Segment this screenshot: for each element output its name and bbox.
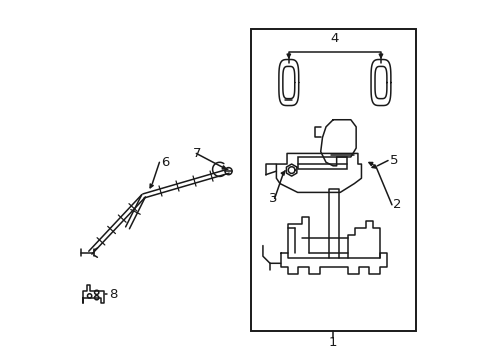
Text: 3: 3 xyxy=(269,192,277,205)
Text: 8: 8 xyxy=(108,288,117,301)
Text: 6: 6 xyxy=(161,156,169,169)
Text: 5: 5 xyxy=(389,154,398,167)
Bar xyxy=(250,30,416,330)
Text: 4: 4 xyxy=(330,32,338,45)
Bar xyxy=(297,157,346,169)
Text: 7: 7 xyxy=(193,147,201,160)
Text: 2: 2 xyxy=(392,198,401,211)
Text: 1: 1 xyxy=(328,336,337,349)
